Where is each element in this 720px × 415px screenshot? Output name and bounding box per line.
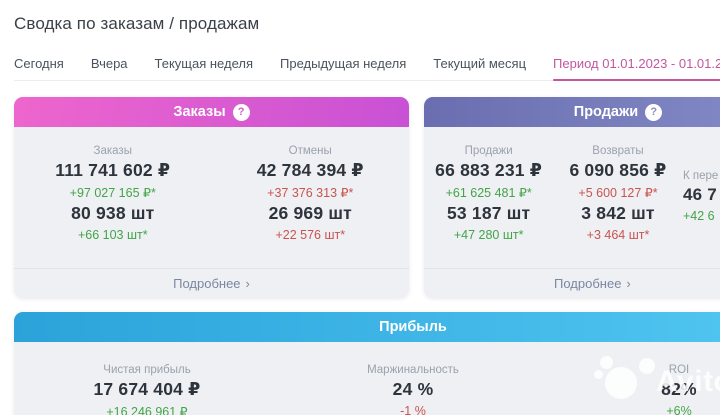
metric-qty: 3 842 шт (581, 203, 655, 223)
returns-column: Возвраты 6 090 856 ₽ +5 600 127 ₽* 3 842… (553, 127, 682, 242)
metric-label: Продажи (464, 145, 513, 157)
to-transfer-column: К пере 46 7 +42 6 (683, 170, 718, 223)
metric-label: ROI (668, 364, 690, 376)
sales-column: Продажи 66 883 231 ₽ +61 625 481 ₽* 53 1… (424, 127, 553, 242)
margin-column: Маржинальность 24 % -1 % (280, 342, 546, 415)
metric-delta: +6% (666, 404, 692, 415)
metric-value: 66 883 231 ₽ (435, 160, 543, 180)
metric-value: 82% (661, 379, 697, 399)
metric-delta: +16 246 961 ₽ (106, 405, 188, 415)
orders-card: Заказы ? Заказы 111 741 602 ₽ +97 027 16… (14, 97, 409, 298)
metric-label: К пере (683, 170, 719, 182)
metric-qty-delta: +22 576 шт* (275, 228, 346, 242)
metric-label: Заказы (93, 145, 132, 157)
metric-value: 42 784 394 ₽ (256, 160, 364, 180)
more-label: Подробнее (173, 276, 241, 291)
metric-delta: +97 027 165 ₽* (69, 186, 156, 200)
sales-card-title: Продажи (573, 104, 639, 120)
sales-more-link[interactable]: Подробнее › (424, 268, 720, 298)
orders-column: Заказы 111 741 602 ₽ +97 027 165 ₽* 80 9… (14, 127, 212, 242)
metric-value: 24 % (392, 379, 434, 399)
tab-current-month[interactable]: Текущий месяц (433, 56, 527, 71)
orders-card-title: Заказы (173, 104, 226, 120)
metric-qty: 80 938 шт (71, 203, 155, 223)
metric-value: 6 090 856 ₽ (569, 160, 667, 180)
metric-label: Чистая прибыль (103, 364, 191, 376)
page-title: Сводка по заказам / продажам (14, 14, 260, 33)
sales-card: Продажи ? Продажи 66 883 231 ₽ +61 625 4… (424, 97, 720, 298)
metric-delta: +61 625 481 ₽* (445, 186, 532, 200)
metric-qty-delta: +66 103 шт* (77, 228, 148, 242)
metric-delta: +37 376 313 ₽* (267, 186, 354, 200)
chevron-right-icon: › (626, 276, 631, 291)
tab-previous-week[interactable]: Предыдущая неделя (280, 56, 407, 71)
profit-card-header: Прибыль (14, 312, 720, 342)
metric-label: Маржинальность (367, 364, 459, 376)
profit-card-title: Прибыль (379, 319, 447, 335)
tab-today[interactable]: Сегодня (14, 56, 64, 71)
chevron-right-icon: › (245, 276, 250, 291)
tab-current-week[interactable]: Текущая неделя (154, 56, 254, 71)
help-icon[interactable]: ? (232, 103, 250, 121)
orders-card-header: Заказы ? (14, 97, 409, 127)
sales-card-header: Продажи ? (424, 97, 720, 127)
metric-delta: -1 % (400, 404, 426, 415)
tab-yesterday[interactable]: Вчера (90, 56, 128, 71)
cancellations-column: Отмены 42 784 394 ₽ +37 376 313 ₽* 26 96… (212, 127, 410, 242)
metric-value: 46 7 (683, 185, 717, 204)
metric-value: 111 741 602 ₽ (55, 160, 171, 180)
help-icon[interactable]: ? (645, 103, 663, 121)
profit-card: Прибыль Чистая прибыль 17 674 404 ₽ +16 … (14, 312, 720, 415)
roi-column: ROI 82% +6% (546, 342, 720, 415)
tab-period-range[interactable]: Период 01.01.2023 - 01.01.2024 (553, 56, 720, 81)
period-tabs: Сегодня Вчера Текущая неделя Предыдущая … (14, 56, 720, 81)
metric-qty-delta: +47 280 шт* (453, 228, 524, 242)
metric-delta: +5 600 127 ₽* (578, 186, 658, 200)
more-label: Подробнее (554, 276, 622, 291)
metric-qty-delta: +3 464 шт* (586, 228, 650, 242)
metric-delta: +42 6 (683, 209, 715, 223)
metric-qty: 26 969 шт (268, 203, 352, 223)
metric-value: 17 674 404 ₽ (93, 379, 201, 399)
metric-label: Возвраты (592, 145, 644, 157)
orders-more-link[interactable]: Подробнее › (14, 268, 409, 298)
metric-label: Отмены (288, 145, 332, 157)
net-profit-column: Чистая прибыль 17 674 404 ₽ +16 246 961 … (14, 342, 280, 415)
metric-qty: 53 187 шт (446, 203, 531, 223)
